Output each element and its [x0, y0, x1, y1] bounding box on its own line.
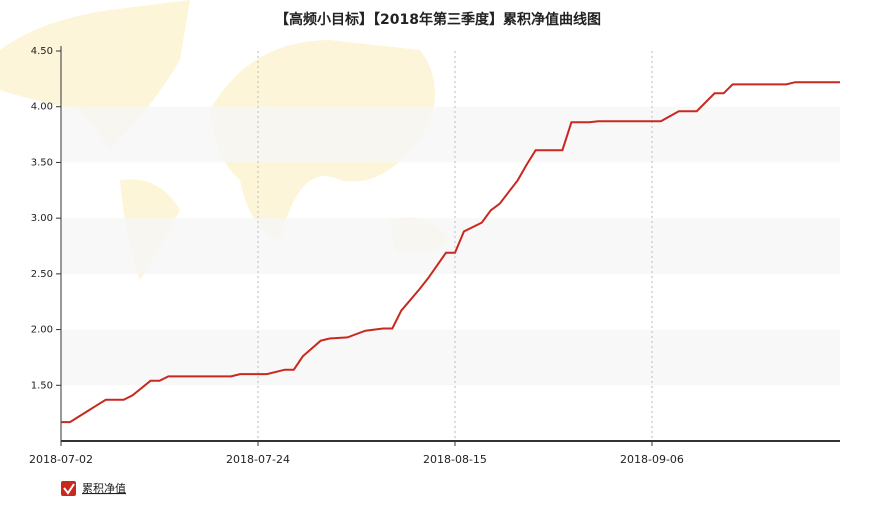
x-tick-label: 2018-09-06: [620, 453, 684, 466]
legend-swatch[interactable]: [61, 481, 76, 496]
legend[interactable]: 累积净值: [61, 481, 126, 496]
y-tick-label: 2.50: [31, 269, 53, 280]
y-tick-label: 4.50: [31, 46, 53, 57]
x-tick-label: 2018-07-02: [29, 453, 93, 466]
grid-band: [61, 218, 840, 274]
grid-band: [61, 106, 840, 163]
y-tick-label: 3.50: [31, 157, 53, 168]
line-series: [61, 81, 840, 424]
y-tick-label: 3.00: [31, 213, 53, 224]
y-tick-label: 1.50: [31, 380, 53, 391]
y-tick-label: 2.00: [31, 325, 53, 336]
x-tick-label: 2018-07-24: [226, 453, 290, 466]
x-tick-label: 2018-08-15: [423, 453, 487, 466]
chart-title: 【高频小目标】【2018年第三季度】累积净值曲线图: [275, 11, 601, 28]
y-tick-label: 4.00: [31, 102, 53, 113]
legend-label[interactable]: 累积净值: [82, 481, 126, 495]
legend-check: [63, 483, 75, 495]
